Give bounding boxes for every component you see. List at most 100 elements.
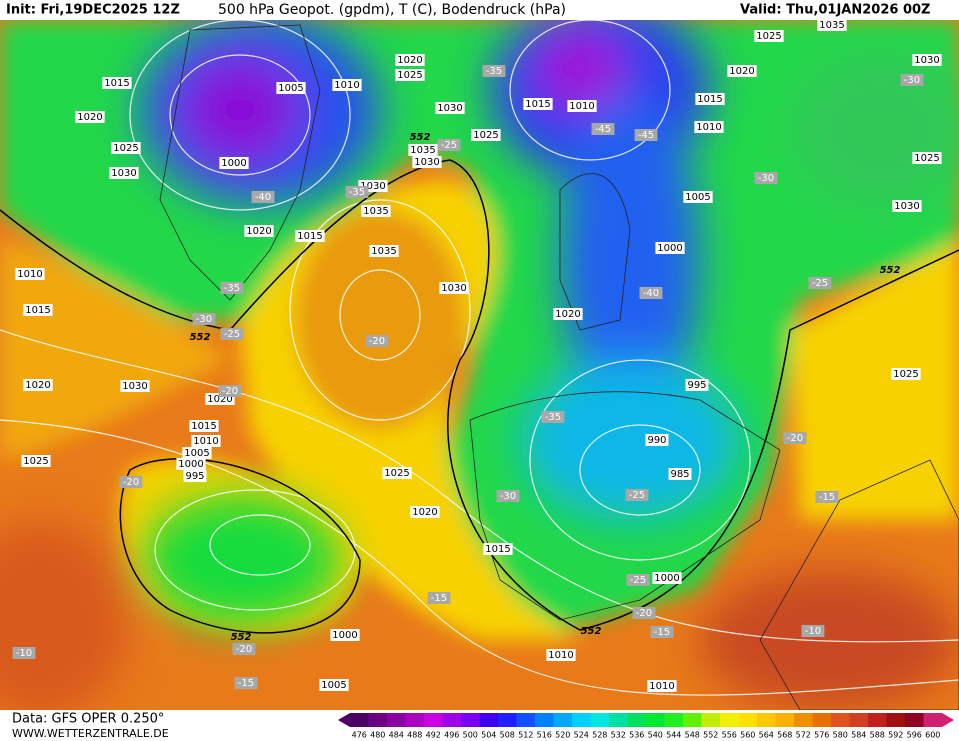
temperature-label-box: [218, 385, 242, 397]
scale-label: 496: [444, 731, 459, 740]
isobar-label-box: [645, 434, 669, 446]
temperature-label-box: [220, 282, 244, 294]
isobar-label-box: [244, 225, 274, 237]
isobar-label: 1010: [548, 650, 573, 661]
scale-label: 568: [777, 731, 792, 740]
isobar-label: 1030: [437, 103, 462, 114]
isobar-label-box: [395, 54, 425, 66]
scale-swatch: [775, 713, 795, 727]
scale-swatch: [535, 713, 554, 727]
isobar-label: 1030: [111, 168, 136, 179]
temperature-label-box: [437, 139, 461, 151]
temperature-label: -35: [486, 66, 502, 77]
isobar-label-box: [21, 455, 51, 467]
isobar-label: 1025: [473, 130, 498, 141]
isobar-label-box: [891, 368, 921, 380]
isobar-label: 1015: [697, 94, 722, 105]
temperature-label-box: [626, 574, 650, 586]
isobar-label-box: [120, 380, 150, 392]
isobar-label: 1030: [894, 201, 919, 212]
contour-552-label: 552: [581, 626, 602, 637]
temperature-label-box: [900, 74, 924, 86]
isobar-label: 1015: [525, 99, 550, 110]
temperature-label-box: [496, 490, 520, 502]
scale-label: 492: [426, 731, 441, 740]
isobar-label: 1015: [104, 78, 129, 89]
contour-552-label: 552: [880, 265, 901, 276]
scale-swatch: [757, 713, 776, 727]
scale-label: 544: [666, 731, 681, 740]
scale-label: 504: [481, 731, 496, 740]
isobar-label: 1030: [360, 181, 385, 192]
isobar-label: 1020: [25, 380, 50, 391]
isobar-label: 1025: [397, 70, 422, 81]
scale-swatch: [646, 713, 665, 727]
map-labels: 1015102010251030100510001010102010251030…: [12, 19, 942, 692]
scale-label: 524: [574, 731, 589, 740]
website: WWW.WETTERZENTRALE.DE: [12, 727, 169, 740]
scale-arrow-left: [338, 713, 350, 727]
isobar-label-box: [912, 54, 942, 66]
isobar-label: 1025: [384, 468, 409, 479]
isobar-label: 1020: [397, 55, 422, 66]
temperature-label-box: [482, 65, 506, 77]
isobar-label: 1010: [334, 80, 359, 91]
isobar-label-box: [332, 79, 362, 91]
isobar-label: 995: [687, 380, 706, 391]
scale-swatch: [627, 713, 647, 727]
isobar-label-box: [330, 629, 360, 641]
temperature-label-box: [650, 626, 674, 638]
isobar-label-box: [567, 100, 597, 112]
scale-swatch: [498, 713, 517, 727]
isobar-label: 1020: [207, 394, 232, 405]
scale-label: 488: [407, 731, 422, 740]
isobar-label-box: [319, 679, 349, 691]
temperature-label: -30: [500, 491, 516, 502]
temperature-label-box: [639, 287, 663, 299]
temperature-label: -45: [595, 124, 611, 135]
temperature-label-box: [541, 411, 565, 423]
isobar-label-box: [15, 268, 45, 280]
isobar-label-box: [523, 98, 553, 110]
isobar-label: 1020: [555, 309, 580, 320]
isobar-label-box: [191, 435, 221, 447]
scale-swatch: [350, 713, 369, 727]
isobar-label-box: [369, 245, 399, 257]
isobar-label: 1035: [371, 246, 396, 257]
isobar-label-box: [23, 304, 53, 316]
scale-label: 548: [685, 731, 700, 740]
isobar-label: 1000: [221, 158, 246, 169]
contour-552-label: 552: [410, 132, 431, 143]
scale-label: 588: [870, 731, 885, 740]
isobar-label-box: [183, 470, 207, 482]
temperature-label-box: [808, 277, 832, 289]
isobar-label: 1025: [23, 456, 48, 467]
scale-swatch: [405, 713, 425, 727]
temperature-label: -45: [638, 130, 654, 141]
temperature-label: -20: [123, 477, 139, 488]
temperature-label: -20: [236, 644, 252, 655]
temperature-label-box: [365, 335, 389, 347]
temperature-label: -40: [255, 192, 271, 203]
isobar-label-box: [109, 167, 139, 179]
scale-label: 592: [888, 731, 903, 740]
isobar-label-box: [410, 506, 440, 518]
isobar-label-box: [668, 468, 692, 480]
data-source: Data: GFS OPER 0.250°: [12, 712, 164, 727]
scale-label: 600: [925, 731, 940, 740]
scale-label: 536: [629, 731, 644, 740]
scale-label: 484: [389, 731, 404, 740]
isobar-label-box: [817, 19, 847, 31]
valid-time: Valid: Thu,01JAN2026 00Z: [740, 3, 930, 18]
temperature-label: -15: [654, 627, 670, 638]
scale-label: 596: [907, 731, 922, 740]
scale-label: 476: [352, 731, 367, 740]
isobar-label-box: [395, 69, 425, 81]
scale-swatch: [794, 713, 813, 727]
isobar-label: 1000: [657, 243, 682, 254]
temperature-label-box: [815, 491, 839, 503]
temperature-label-box: [119, 476, 143, 488]
isobar-label: 1035: [819, 20, 844, 31]
isobar-label: 1000: [332, 630, 357, 641]
isobar-label-box: [182, 447, 212, 459]
